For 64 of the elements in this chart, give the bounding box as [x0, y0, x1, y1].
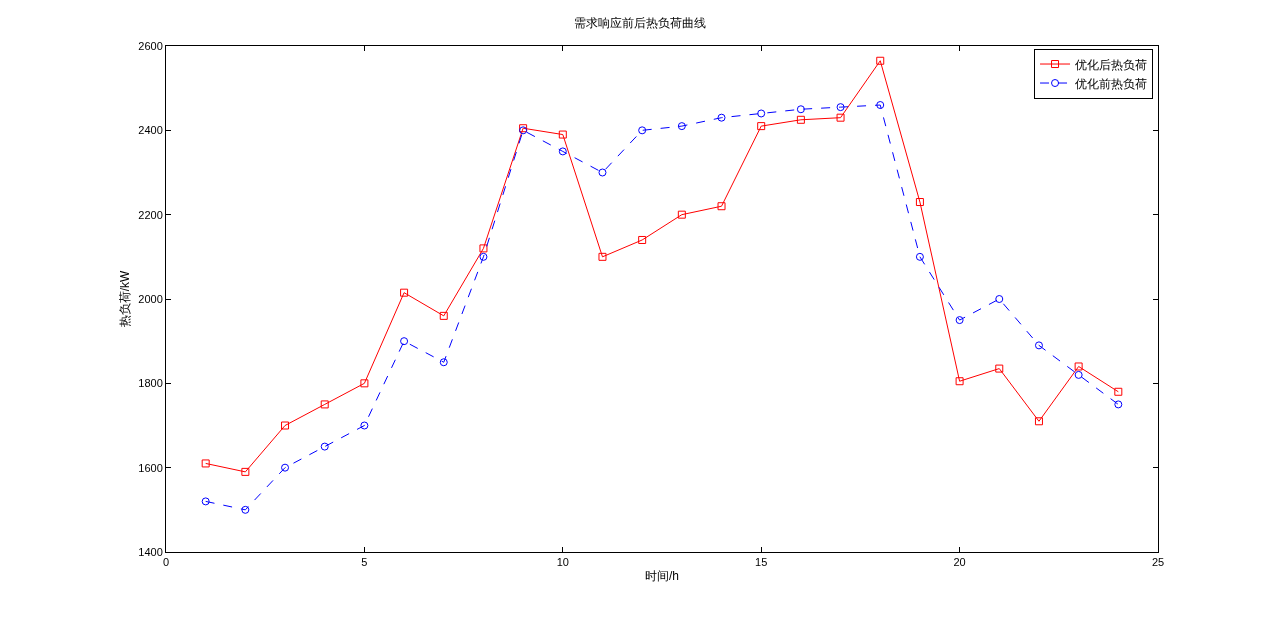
- point: [876, 56, 885, 65]
- point: [876, 101, 885, 110]
- point: [400, 288, 409, 297]
- x-tick-label: 5: [361, 556, 368, 569]
- y-axis-title: 热负荷/kW: [117, 270, 132, 328]
- legend-label: 优化后热负荷: [1075, 57, 1148, 72]
- point: [717, 113, 726, 122]
- x-tick-label: 20: [953, 556, 966, 569]
- point: [1034, 417, 1043, 426]
- point: [757, 109, 766, 118]
- y-tick-label: 2000: [138, 292, 163, 305]
- y-tick-label: 2600: [138, 39, 163, 52]
- point: [677, 122, 686, 131]
- x-tick-label: 15: [755, 556, 768, 569]
- point: [1074, 370, 1083, 379]
- chart-title: 需求响应前后热负荷曲线: [574, 16, 706, 31]
- point: [360, 421, 369, 430]
- y-tick-label: 2200: [138, 208, 163, 221]
- y-tick-label: 2400: [138, 124, 163, 137]
- x-tick-label: 25: [1151, 556, 1165, 569]
- point: [598, 168, 607, 177]
- point: [241, 505, 250, 514]
- point: [995, 295, 1004, 303]
- point: [836, 103, 845, 112]
- x-tick-label: 0: [162, 556, 170, 569]
- y-tick-label: 1400: [138, 545, 163, 558]
- point: [439, 311, 448, 320]
- point: [717, 202, 726, 211]
- point: [1114, 387, 1123, 396]
- point: [796, 115, 805, 124]
- point: [955, 377, 964, 386]
- point: [479, 244, 488, 253]
- point: [638, 235, 647, 244]
- x-tick-label: 10: [556, 556, 569, 569]
- point: [360, 379, 369, 388]
- point: [281, 463, 290, 472]
- y-tick-label: 1800: [138, 377, 163, 390]
- point: [915, 252, 924, 261]
- point: [1034, 341, 1043, 350]
- point: [757, 122, 766, 131]
- point: [995, 364, 1004, 373]
- point: [241, 467, 250, 476]
- x-axis-title: 时间/h: [644, 569, 680, 584]
- point: [201, 459, 210, 468]
- y-tick-label: 1600: [138, 461, 163, 474]
- point: [915, 198, 924, 207]
- point: [1114, 400, 1123, 409]
- point: [558, 130, 567, 139]
- legend-label: 优化前热负荷: [1075, 76, 1148, 91]
- point: [320, 442, 329, 451]
- point: [1074, 362, 1083, 371]
- point: [400, 337, 409, 346]
- point: [955, 316, 964, 325]
- point: [201, 497, 210, 506]
- point: [281, 421, 290, 430]
- point: [558, 147, 567, 156]
- point: [479, 252, 488, 261]
- point: [796, 105, 805, 114]
- point: [598, 252, 607, 261]
- point: [638, 126, 647, 135]
- point: [439, 358, 448, 367]
- point: [320, 400, 329, 409]
- point: [677, 210, 686, 219]
- point: [836, 113, 845, 122]
